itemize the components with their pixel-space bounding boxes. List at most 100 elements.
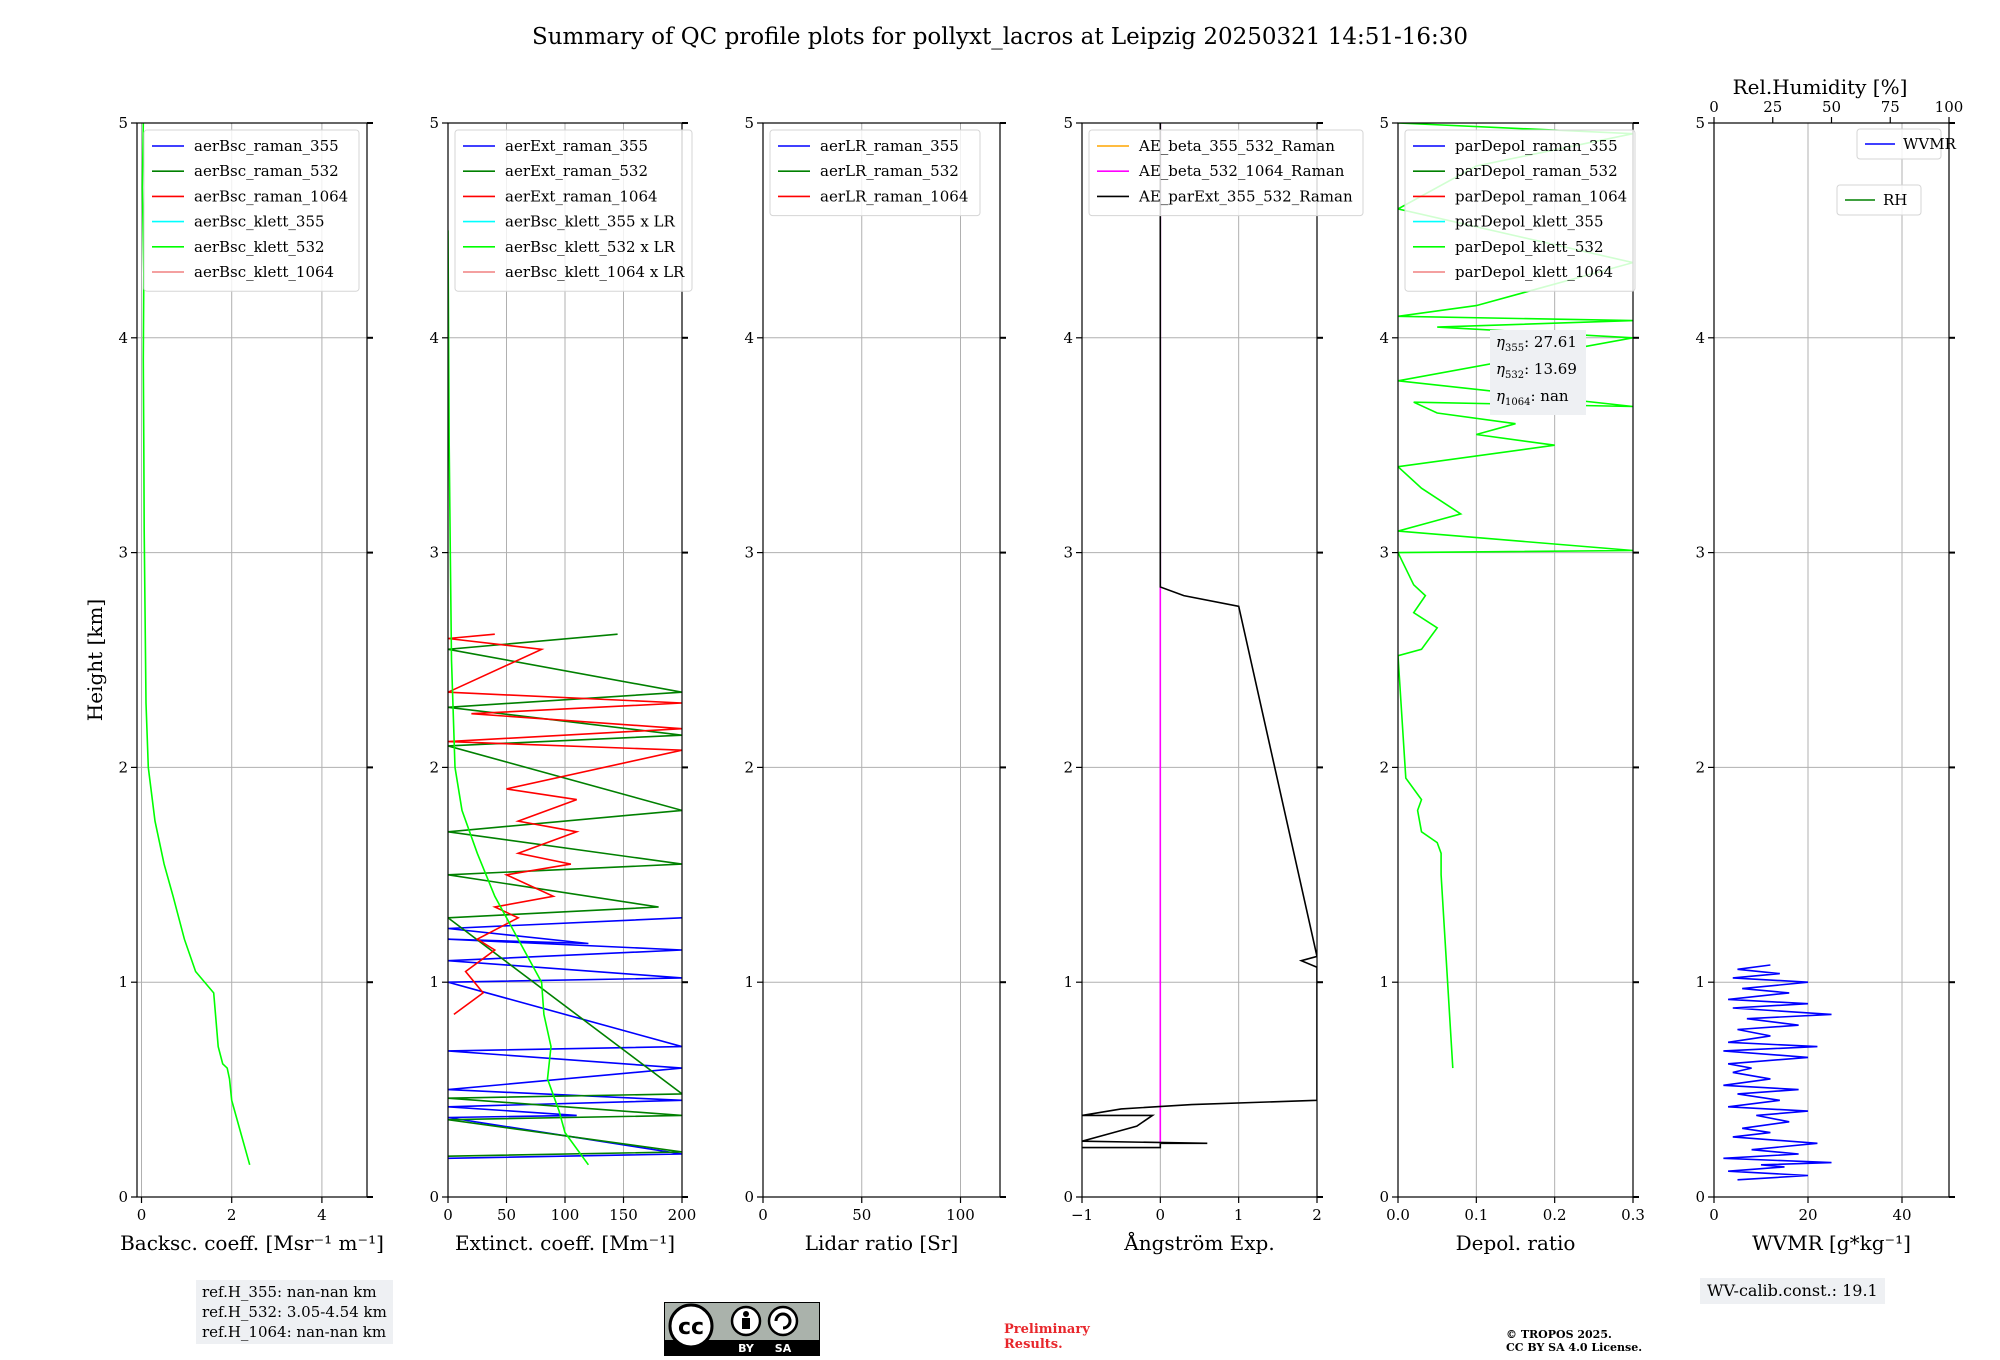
x-tick-label: 20 [1798, 1206, 1817, 1224]
legend-label: AE_parExt_355_532_Raman [1138, 187, 1353, 205]
y-tick-label: 1 [744, 973, 754, 991]
x-tick-label: 50 [497, 1206, 516, 1224]
eta-symbol: η [1496, 333, 1505, 351]
y-tick-label: 3 [744, 544, 754, 562]
x-axis-label: Backsc. coeff. [Msr⁻¹ m⁻¹] [120, 1231, 384, 1255]
ref-h-355: ref.H_355: nan-nan km [202, 1283, 377, 1301]
series-line-wvmr [1723, 964, 1832, 1181]
legend-label: aerLR_raman_355 [820, 137, 959, 155]
top-x-tick-label: 25 [1763, 98, 1782, 116]
legend-box: WVMR [1856, 128, 1957, 160]
legend-label: AE_beta_532_1064_Raman [1138, 162, 1345, 180]
preliminary-line-2: Results. [1004, 1337, 1063, 1352]
ref-h-532: ref.H_532: 3.05-4.54 km [202, 1303, 387, 1321]
y-tick-label: 3 [118, 544, 128, 562]
series-group [448, 230, 682, 1166]
legend-box: parDepol_raman_355 parDepol_raman_532 parD… [1404, 129, 1636, 292]
x-tick-label: 2 [227, 1206, 237, 1224]
y-tick-label: 1 [429, 973, 439, 991]
y-tick-label: 5 [1379, 114, 1389, 132]
wv-calib-text: WV-calib.const.: 19.1 [1707, 1281, 1878, 1300]
y-tick-label: 0 [1063, 1188, 1073, 1206]
legend-label: parDepol_klett_532 [1455, 238, 1604, 256]
legend-label: aerExt_raman_355 [505, 137, 648, 155]
top-x-tick-label: 100 [1935, 98, 1964, 116]
legend-label: aerBsc_klett_532 [194, 238, 325, 256]
y-axis-label: Height [km] [83, 599, 107, 721]
cc-sa-label: SA [775, 1342, 792, 1355]
y-tick-label: 4 [1063, 329, 1073, 347]
axes-frame [1713, 122, 1950, 1198]
y-tick-label: 5 [429, 114, 439, 132]
x-tick-label: 100 [946, 1206, 975, 1224]
copyright-note: © TROPOS 2025. CC BY SA 4.0 License. [1506, 1328, 1642, 1354]
x-tick-label: 0 [137, 1206, 147, 1224]
preliminary-note: Preliminary Results. [1004, 1322, 1090, 1352]
x-axis-label: WVMR [g*kg⁻¹] [1752, 1231, 1911, 1255]
x-tick-label: 4 [317, 1206, 327, 1224]
top-x-tick-label: 0 [1709, 98, 1719, 116]
legend-frame [1404, 129, 1636, 292]
legend-label: aerBsc_klett_355 x LR [505, 213, 676, 231]
eta-355-row: η355: 27.61 [1496, 333, 1577, 354]
x-tick-label: 1 [1234, 1206, 1244, 1224]
y-tick-label: 5 [1063, 114, 1073, 132]
series-line-ae-parext-355-532-raman [1082, 123, 1317, 1149]
top-axis-label: Rel.Humidity [%] [1733, 75, 1908, 99]
panel-5: 0 1 2 3 4 5 0.0 0.1 0.2 0.3 Depol. ratio parDepol_r… [1379, 114, 1644, 1255]
y-tick-label: 2 [1379, 758, 1389, 776]
series-line-aerbsc-klett-532 [141, 123, 251, 1166]
legend-box: aerLR_raman_355 aerLR_raman_532 aerLR_rama… [769, 129, 981, 217]
legend-label: aerBsc_raman_532 [194, 162, 339, 180]
x-tick-label: 0.3 [1621, 1206, 1645, 1224]
copyright-line-1: © TROPOS 2025. [1506, 1328, 1612, 1341]
x-tick-label: 0.1 [1464, 1206, 1488, 1224]
y-tick-label: 1 [118, 973, 128, 991]
x-axis-label: Lidar ratio [Sr] [805, 1231, 959, 1255]
legend-label: RH [1883, 191, 1907, 209]
x-tick-label: 0.2 [1543, 1206, 1567, 1224]
y-tick-label: 1 [1063, 973, 1073, 991]
x-axis-label: Extinct. coeff. [Mm⁻¹] [455, 1231, 675, 1255]
y-tick-label: 0 [744, 1188, 754, 1206]
legend-box: RH [1836, 184, 1922, 216]
y-tick-label: 2 [118, 758, 128, 776]
y-tick-label: 3 [429, 544, 439, 562]
x-tick-label: 50 [852, 1206, 871, 1224]
series-line-aerext-raman-1064 [448, 633, 682, 1016]
legend-frame [1088, 129, 1364, 217]
x-axis-label: Ångström Exp. [1123, 1230, 1274, 1255]
legend-label: parDepol_klett_1064 [1455, 263, 1613, 281]
x-tick-label: 40 [1892, 1206, 1911, 1224]
y-tick-label: 4 [429, 329, 439, 347]
eta-symbol: η [1496, 360, 1505, 378]
y-tick-label: 4 [118, 329, 128, 347]
svg-text:cc: cc [678, 1315, 704, 1340]
x-tick-label: 2 [1312, 1206, 1322, 1224]
legend-label: aerBsc_klett_1064 x LR [505, 263, 685, 281]
cc-license-logo: cc BY SA [664, 1302, 820, 1356]
legend-frame [769, 129, 981, 217]
series-group [141, 123, 251, 1166]
top-x-tick-label: 75 [1881, 98, 1900, 116]
legend-label: aerBsc_klett_355 [194, 213, 325, 231]
series-line-pardepol-klett-532 [1398, 123, 1633, 1069]
legend-label: aerExt_raman_1064 [505, 187, 658, 205]
legend-label: parDepol_raman_355 [1455, 137, 1618, 155]
legend-box: aerBsc_raman_355 aerBsc_raman_532 aerBsc_r… [143, 129, 360, 292]
legend-label: aerBsc_klett_1064 [194, 263, 334, 281]
y-tick-label: 4 [1695, 329, 1705, 347]
y-tick-label: 3 [1379, 544, 1389, 562]
y-tick-label: 5 [1695, 114, 1705, 132]
legend-label: parDepol_klett_355 [1455, 213, 1604, 231]
legend-label: parDepol_raman_1064 [1455, 187, 1627, 205]
legend-label: aerLR_raman_532 [820, 162, 959, 180]
y-tick-label: 3 [1063, 544, 1073, 562]
legend-frame [454, 129, 693, 292]
legend-frame [1856, 128, 1942, 160]
eta-symbol: η [1496, 387, 1505, 405]
eta-532-row: η532: 13.69 [1496, 360, 1577, 381]
